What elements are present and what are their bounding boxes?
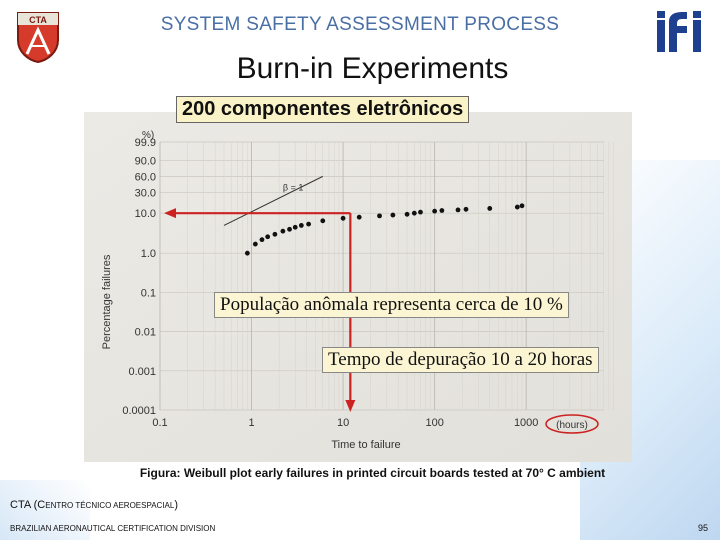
ifi-logo <box>657 11 701 52</box>
data-point <box>390 212 396 218</box>
data-point <box>252 241 258 247</box>
y-tick-label: 0.0001 <box>122 405 156 417</box>
cta-logo-text: CTA <box>29 15 47 25</box>
chart-background <box>84 112 632 462</box>
hours-unit-highlight <box>545 414 599 434</box>
horizontal-arrow-head <box>164 208 176 219</box>
y-tick-labels: 99.9 90.0 60.0 30.0 10.0 1.0 0.1 0.01 0.001 0.000… <box>122 137 156 417</box>
data-points <box>244 203 525 256</box>
y-unit-label: %) <box>142 130 154 141</box>
y-tick-label: 0.001 <box>128 366 156 378</box>
callout-debug-time: Tempo de depuração 10 a 20 horas <box>322 347 599 373</box>
cta-logo: CTA <box>17 12 59 64</box>
beta-reference-line <box>223 175 324 226</box>
data-point <box>514 204 520 210</box>
data-point <box>487 206 493 211</box>
y-tick-label: 30.0 <box>135 187 156 199</box>
data-point <box>455 207 461 213</box>
y-tick-label: 99.9 <box>135 137 156 149</box>
data-point <box>272 231 278 237</box>
page-number: 95 <box>697 523 708 533</box>
slide-title: Burn-in Experiments <box>236 52 509 85</box>
background-gradient-corner <box>0 480 90 540</box>
y-axis-label: Percentage failures <box>101 254 113 349</box>
y-tick-label: 60.0 <box>135 171 156 183</box>
data-point <box>259 237 265 243</box>
beta-line <box>223 175 324 226</box>
x-tick-label: 1 <box>248 417 254 429</box>
x-unit-label: (hours) <box>556 420 588 431</box>
x-tick-label: 0.1 <box>152 417 167 429</box>
data-point <box>463 206 469 212</box>
y-tick-label: 0.1 <box>141 287 156 299</box>
callout-anomalous-population: População anômala representa cerca de 10… <box>214 292 569 318</box>
data-point <box>432 208 438 214</box>
data-point <box>340 215 346 221</box>
header-title: SYSTEM SAFETY ASSESSMENT PROCESS <box>160 14 560 35</box>
data-point <box>280 228 286 234</box>
figure-caption: Figura: Weibull plot early failures in p… <box>139 466 606 480</box>
data-point <box>439 208 445 213</box>
footer-division: BRAZILIAN AERONAUTICAL CERTIFICATION DIV… <box>10 524 216 533</box>
beta-label: β = 1 <box>283 182 303 192</box>
data-point <box>298 223 304 228</box>
y-tick-label: 0.01 <box>135 327 156 339</box>
data-point <box>519 203 525 209</box>
footer-organization: CTA (CENTRO TÉCNICO AEROESPACIAL) <box>10 499 179 511</box>
weibull-chart: 99.9 90.0 60.0 30.0 10.0 1.0 0.1 0.01 0.001 0.000… <box>84 112 632 462</box>
data-point <box>287 226 292 232</box>
y-tick-label: 10.0 <box>135 208 156 220</box>
data-point <box>320 218 326 224</box>
data-point <box>411 210 417 216</box>
data-point <box>404 211 410 217</box>
data-point <box>306 221 312 227</box>
x-tick-label: 100 <box>425 417 443 429</box>
x-tick-label: 10 <box>337 417 349 429</box>
y-tick-label: 1.0 <box>141 248 156 260</box>
data-point <box>244 250 250 256</box>
data-point <box>418 209 423 215</box>
x-tick-label: 1000 <box>514 417 538 429</box>
x-tick-labels: 0.1 1 10 100 1000 <box>152 417 538 429</box>
data-point <box>377 213 382 219</box>
data-point <box>292 224 298 230</box>
subtitle-box: 200 componentes eletrônicos <box>176 96 470 123</box>
x-axis-label: Time to failure <box>331 439 400 451</box>
y-tick-label: 90.0 <box>135 156 156 168</box>
data-point <box>356 214 362 220</box>
data-point <box>265 234 271 240</box>
vertical-arrow-head <box>345 400 356 412</box>
